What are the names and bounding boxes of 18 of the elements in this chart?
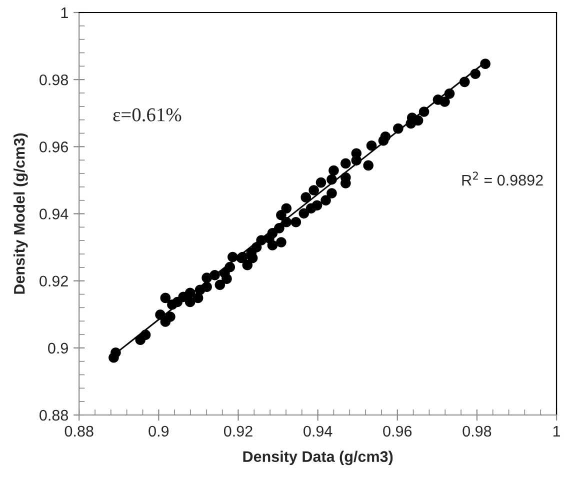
annotation: R$^{2}$ = 0.9892 <box>462 172 543 186</box>
y-axis-title: Density Model (g/cm3) <box>14 133 28 294</box>
y-tick-label: 0.88 <box>40 410 68 421</box>
y-tick-label: 0.98 <box>40 74 68 86</box>
y-tick-label: 1 <box>61 8 68 18</box>
x-tick-label: 0.94 <box>304 426 332 437</box>
x-tick-label: 0.88 <box>64 426 94 437</box>
y-tick-label: 0.96 <box>40 142 68 152</box>
y-tick-label: 0.92 <box>40 276 68 287</box>
x-axis-title: Density Data (g/cm3) <box>243 450 393 466</box>
y-tick-label: 0.94 <box>40 208 68 220</box>
x-tick-label: 0.96 <box>383 426 412 437</box>
y-tick-label: 0.9 <box>48 342 68 354</box>
annotation: ε=0.61% <box>113 108 182 122</box>
x-tick-label: 0.9 <box>148 426 169 437</box>
x-tick-label: 1 <box>553 426 560 436</box>
x-tick-label: 0.92 <box>224 426 252 437</box>
x-tick-label: 0.98 <box>462 426 492 437</box>
